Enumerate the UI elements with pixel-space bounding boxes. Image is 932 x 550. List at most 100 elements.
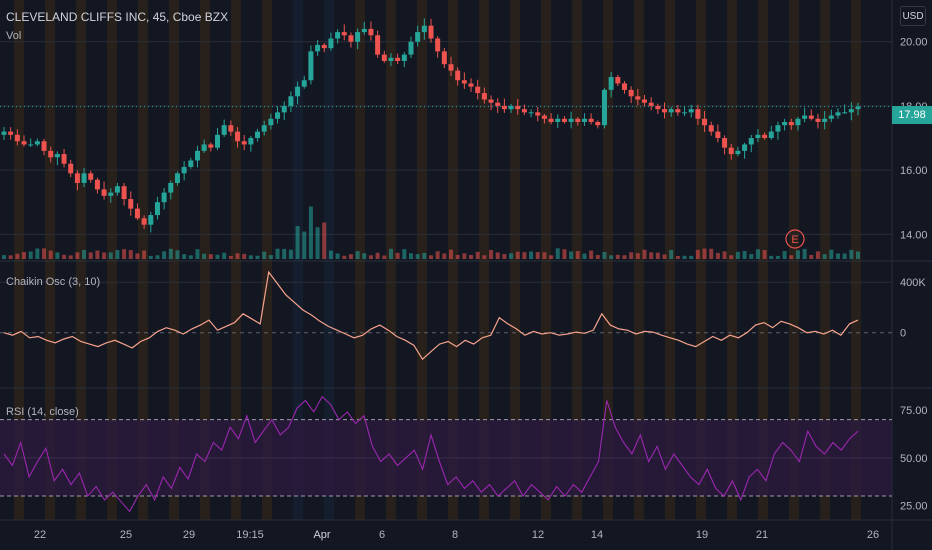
session-band [107, 0, 117, 520]
candle-body [181, 166, 187, 174]
volume-bar [42, 248, 47, 259]
volume-bar [362, 253, 367, 259]
volume-bar [695, 249, 700, 259]
chaikin-tick-label: 0 [900, 328, 906, 340]
volume-bar [22, 252, 27, 259]
candle-body [94, 179, 100, 190]
candle-body [241, 141, 247, 145]
volume-bar [48, 250, 53, 259]
candle-body [161, 192, 167, 203]
candle-body [248, 138, 254, 145]
volume-bar [495, 252, 500, 259]
volume-bar [275, 248, 280, 259]
session-band [727, 0, 737, 520]
volume-bar [8, 255, 13, 259]
candle-body [261, 125, 267, 132]
candle-body [541, 115, 547, 119]
volume-bar [75, 252, 80, 259]
candle-body [368, 28, 374, 36]
currency-button[interactable]: USD [900, 6, 926, 26]
x-tick-label: 19 [696, 529, 708, 541]
candle-body [788, 121, 794, 126]
candle-body [141, 218, 147, 225]
chart-title: CLEVELAND CLIFFS INC, 45, Cboe BZX [6, 10, 229, 24]
session-band [479, 0, 489, 520]
volume-bar [175, 250, 180, 259]
candle-body [448, 64, 454, 71]
x-tick-label: 19:15 [236, 529, 264, 541]
volume-bar [282, 248, 287, 259]
volume-bar [655, 252, 660, 259]
session-band [851, 0, 861, 520]
volume-bar [595, 255, 600, 259]
volume-bar [729, 255, 734, 259]
volume-bar [775, 255, 780, 259]
candle-body [288, 96, 294, 106]
candle-body [61, 154, 67, 164]
candle-body [795, 118, 801, 126]
candle-body [575, 118, 581, 122]
candle-body [561, 118, 567, 122]
candle-body [475, 86, 481, 94]
volume-bar [168, 248, 173, 259]
candle-body [742, 144, 748, 151]
volume-label: Vol [6, 30, 22, 42]
session-band [138, 0, 148, 520]
candle-body [168, 182, 174, 193]
volume-bar [235, 253, 240, 259]
session-band [417, 0, 427, 520]
volume-bar [82, 249, 87, 259]
volume-bar [382, 255, 387, 259]
candle-body [521, 109, 527, 113]
candle-body [148, 215, 154, 225]
candle-body [48, 150, 54, 158]
candle-body [528, 112, 534, 114]
candle-body [468, 83, 474, 87]
candle-body [388, 57, 394, 61]
volume-bar [662, 254, 667, 259]
candle-body [662, 109, 668, 113]
volume-bar [722, 251, 727, 259]
volume-bar [755, 249, 760, 259]
volume-bar [2, 255, 6, 259]
volume-bar [135, 253, 140, 259]
volume-bar [155, 255, 160, 259]
volume-bar [555, 248, 560, 259]
volume-bar [442, 253, 447, 259]
session-band [200, 0, 210, 520]
session-band [448, 0, 458, 520]
volume-bar [562, 249, 567, 259]
session-band [603, 0, 613, 520]
session-band [14, 0, 24, 520]
volume-bar [408, 253, 413, 259]
volume-bar [115, 250, 120, 259]
chaikin-tick-label: 400K [900, 277, 926, 289]
volume-bar [782, 251, 787, 259]
candle-body [755, 134, 761, 139]
candle-body [201, 144, 207, 151]
volume-bar [702, 248, 707, 259]
candle-body [341, 32, 347, 36]
candle-body [642, 99, 647, 103]
candle-body [802, 115, 808, 119]
volume-bar [429, 255, 433, 259]
candle-body [375, 35, 381, 55]
candle-body [108, 192, 114, 196]
candle-body [535, 112, 541, 116]
volume-bar [15, 253, 20, 259]
candle-body [481, 93, 487, 100]
volume-bar [822, 254, 827, 259]
candle-body [588, 118, 594, 122]
volume-bar [602, 252, 607, 259]
volume-bar [589, 250, 594, 259]
session-band [696, 0, 706, 520]
candle-body [461, 80, 467, 84]
volume-bar [515, 251, 520, 259]
candle-body [648, 102, 654, 106]
x-tick-label: 25 [120, 529, 132, 541]
volume-bar [735, 251, 740, 259]
volume-bar [835, 253, 840, 259]
volume-bar [475, 251, 480, 259]
